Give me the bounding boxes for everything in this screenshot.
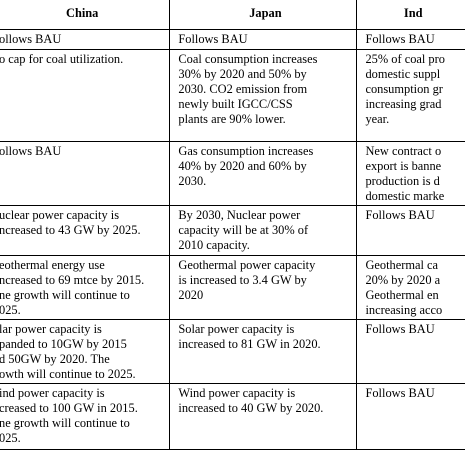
table-cell: ollows BAU — [0, 32, 62, 46]
table-cell: ollows BAU — [0, 144, 62, 158]
policy-scenario-table: China Japan Ind ollows BAU Follows BAU F… — [0, 0, 465, 450]
table-cell: ind power capacity is creased to 100 GW … — [0, 386, 138, 445]
header-india: Ind — [356, 0, 465, 30]
table-cell: Follows BAU — [356, 383, 465, 450]
table-header-row: China Japan Ind — [0, 0, 465, 30]
table-cell: Geothermal ca 20% by 2020 a Geothermal e… — [356, 255, 465, 320]
table-cell: lar power capacity is panded to 10GW by … — [0, 322, 136, 381]
table-cell: o cap for coal utilization. — [0, 52, 124, 66]
table-cell: Wind power capacity is increased to 40 G… — [169, 383, 357, 450]
table-cell: New contract o export is banne productio… — [356, 141, 465, 206]
table-cell: uclear power capacity is ncreased to 43 … — [0, 208, 141, 237]
table-row: eothermal energy use ncreased to 69 mtce… — [0, 255, 465, 320]
table-row: lar power capacity is panded to 10GW by … — [0, 319, 465, 384]
table-cell: Geothermal power capacity is increased t… — [169, 255, 357, 320]
header-japan: Japan — [169, 0, 357, 30]
table-cell: Follows BAU — [169, 29, 357, 50]
table-row: uclear power capacity is ncreased to 43 … — [0, 205, 465, 256]
table-cell: Follows BAU — [356, 29, 465, 50]
header-china: China — [66, 6, 99, 20]
table-cell: By 2030, Nuclear power capacity will be … — [169, 205, 357, 256]
table-cell: Gas consumption increases 40% by 2020 an… — [169, 141, 357, 206]
table-row: o cap for coal utilization. Coal consump… — [0, 49, 465, 142]
table-cell: Follows BAU — [356, 319, 465, 384]
table-cell: eothermal energy use ncreased to 69 mtce… — [0, 258, 145, 317]
table-row: ollows BAU Follows BAU Follows BAU — [0, 29, 465, 50]
table-cell: Coal consumption increases 30% by 2020 a… — [169, 49, 357, 142]
table-row: ind power capacity is creased to 100 GW … — [0, 383, 465, 450]
table-cell: Follows BAU — [356, 205, 465, 256]
table-cell: 25% of coal pro domestic suppl consumpti… — [356, 49, 465, 142]
table-row: ollows BAU Gas consumption increases 40%… — [0, 141, 465, 206]
table-cell: Solar power capacity is increased to 81 … — [169, 319, 357, 384]
